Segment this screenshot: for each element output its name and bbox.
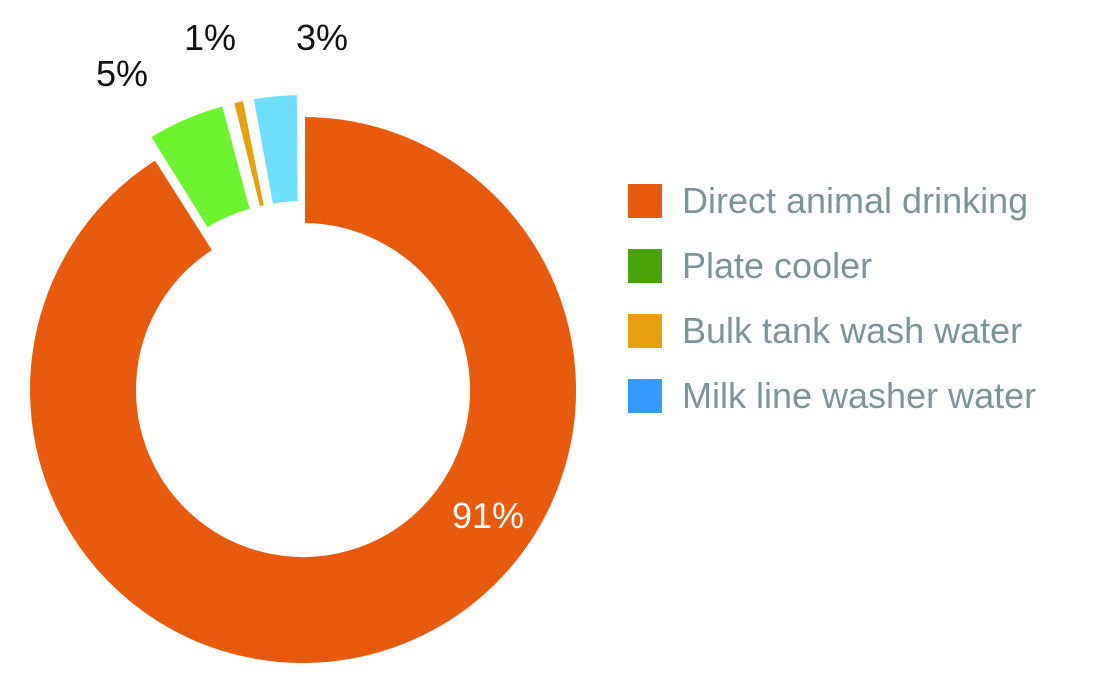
slice-label-direct-animal-drinking: 91% (452, 495, 524, 536)
legend-item-milk-line-washer-water: Milk line washer water (628, 363, 1036, 428)
slice-direct-animal-drinking (26, 112, 580, 667)
legend-swatch (628, 378, 662, 413)
legend-swatch (628, 313, 662, 348)
donut-slices (26, 91, 580, 667)
slice-milk-line-washer-water (249, 91, 302, 209)
legend-swatch (628, 183, 662, 218)
legend-label: Bulk tank wash water (682, 309, 1023, 351)
legend-label: Plate cooler (682, 244, 873, 286)
legend-label: Direct animal drinking (682, 179, 1029, 221)
slice-plate-cooler (145, 101, 255, 233)
legend-item-bulk-tank-wash-water: Bulk tank wash water (628, 298, 1036, 363)
legend-swatch (628, 248, 662, 283)
slice-label-bulk-tank-wash-water: 1% (184, 17, 236, 58)
legend-item-plate-cooler: Plate cooler (628, 233, 1036, 298)
slice-labels: 91% 5% 1% 3% (96, 17, 524, 536)
slice-label-milk-line-washer-water: 3% (296, 17, 348, 58)
legend-item-direct-animal-drinking: Direct animal drinking (628, 168, 1036, 233)
slice-bulk-tank-wash-water (229, 96, 269, 211)
chart-legend: Direct animal drinking Plate cooler Bulk t… (628, 168, 1036, 428)
legend-label: Milk line washer water (682, 374, 1037, 416)
slice-label-plate-cooler: 5% (96, 53, 148, 94)
